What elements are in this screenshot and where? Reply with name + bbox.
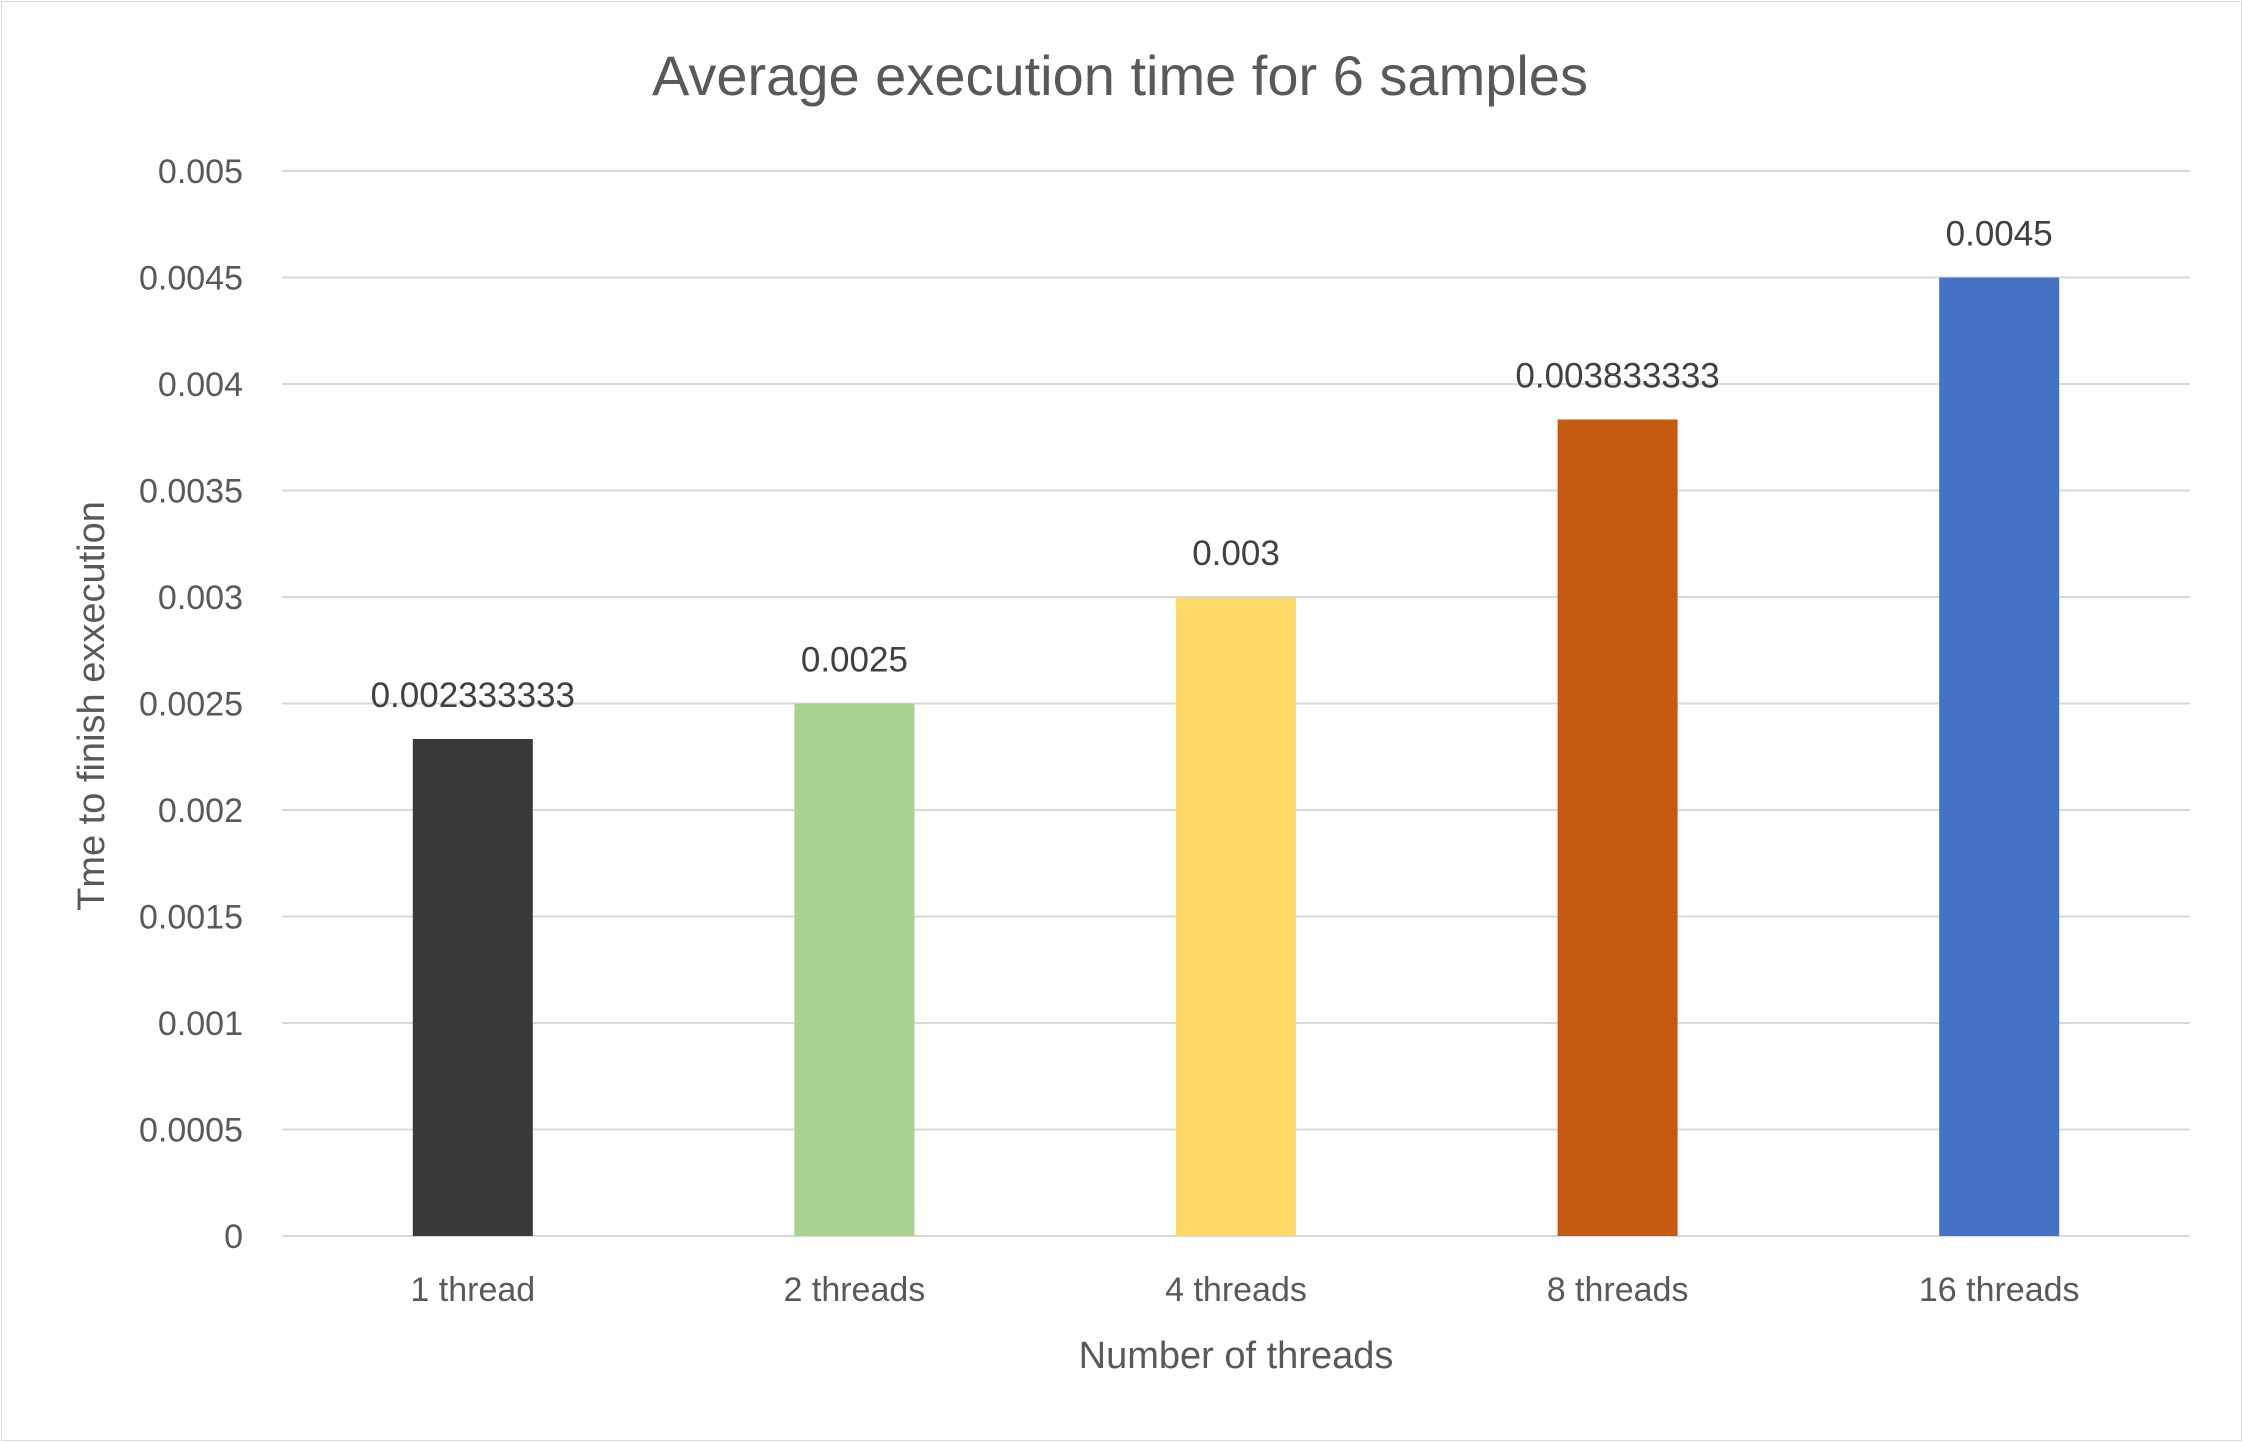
bar-data-label: 0.002333333 — [371, 676, 575, 715]
bar — [1176, 597, 1296, 1236]
y-tick-label: 0.0015 — [139, 899, 243, 937]
chart-title: Average execution time for 6 samples — [652, 44, 1588, 107]
y-tick-label: 0.002 — [158, 792, 243, 830]
y-tick-label: 0.001 — [158, 1005, 243, 1043]
x-tick-label: 16 threads — [1919, 1271, 2080, 1309]
y-tick-label: 0.003 — [158, 579, 243, 617]
bar — [1939, 277, 2060, 1236]
bar-data-label: 0.0025 — [801, 641, 908, 680]
y-tick-label: 0.0035 — [139, 473, 243, 511]
bar — [1557, 419, 1678, 1236]
bar — [412, 739, 533, 1236]
y-tick-label: 0 — [224, 1218, 243, 1256]
x-axis-title: Number of threads — [1079, 1335, 1394, 1377]
x-tick-label: 2 threads — [784, 1271, 926, 1309]
bar — [794, 703, 915, 1236]
y-tick-label: 0.0005 — [139, 1112, 243, 1150]
bars — [412, 277, 2060, 1236]
bar-data-label: 0.0045 — [1946, 215, 2053, 254]
y-tick-label: 0.0025 — [139, 686, 243, 724]
y-axis-title: Tme to finish exxecution — [71, 501, 113, 911]
x-tick-label: 1 thread — [410, 1271, 535, 1309]
data-labels: 0.002333333 0.0025 0.003 0.003833333 0.0045 — [371, 215, 2053, 716]
x-tick-label: 8 threads — [1547, 1271, 1689, 1309]
y-tick-label: 0.0045 — [139, 260, 243, 298]
y-tick-label: 0.005 — [158, 153, 243, 191]
bar-data-label: 0.003833333 — [1515, 357, 1719, 396]
x-tick-label: 4 threads — [1165, 1271, 1307, 1309]
bar-data-label: 0.003 — [1192, 534, 1280, 573]
gridlines — [282, 170, 2190, 1237]
y-axis-ticks: 0 0.0005 0.001 0.0015 0.002 0.0025 0.003 0.0035… — [139, 153, 243, 1256]
y-tick-label: 0.004 — [158, 366, 243, 404]
x-axis-ticks: 1 thread 2 threads 4 threads 8 threads 16 th… — [410, 1271, 2079, 1309]
